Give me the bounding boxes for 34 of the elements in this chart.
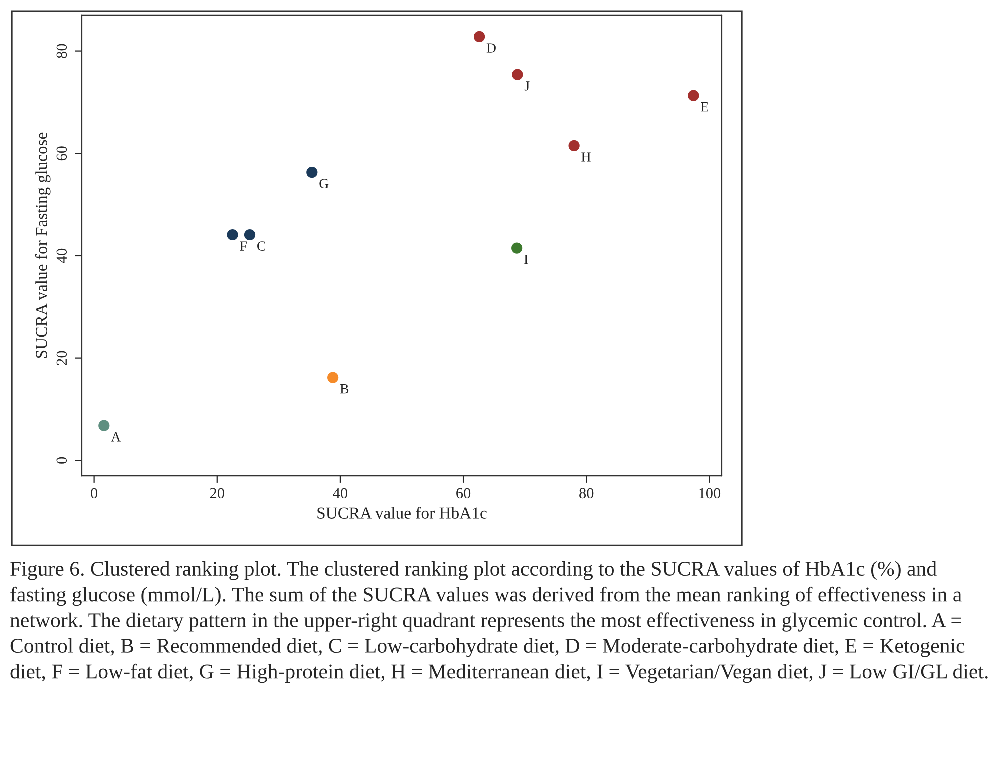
series-label: D <box>486 44 496 53</box>
series-label: C <box>258 242 266 251</box>
y-tick-label: 60 <box>56 146 68 161</box>
series-label: J <box>524 82 530 91</box>
point <box>474 31 486 43</box>
x-tick-label: 0 <box>91 488 98 499</box>
y-tick-label: 40 <box>56 248 68 264</box>
point <box>306 167 318 178</box>
point <box>98 420 110 432</box>
y-tick-label: 20 <box>56 351 68 366</box>
y-tick-label: 0 <box>56 457 68 464</box>
point <box>244 229 256 241</box>
x-tick-label: 60 <box>456 488 471 499</box>
point <box>688 90 700 102</box>
point <box>227 229 238 241</box>
series-label: H <box>582 152 591 162</box>
point <box>568 140 580 152</box>
x-tick-label: 20 <box>210 488 224 499</box>
series-label: A <box>111 432 122 442</box>
y-axis-title: SUCRA value for Fasting glucose <box>35 132 51 358</box>
series-label: I <box>524 255 528 264</box>
x-tick-label: 100 <box>700 488 721 499</box>
series-label: G <box>320 179 329 189</box>
point <box>328 372 339 384</box>
x-tick-label: 40 <box>333 488 348 499</box>
caption: Figure 6. Clustered ranking plot. The clustered ranking plot according to the SUCRA values of HbA1c (%) and fasting glucose (mmol/L). The sum of the SUCRA values was derived from the mean ranking of effectiveness in a network. The dietary pattern in the upper-right quadrant represents the most effectiveness in glycemic control. A = Control diet, B = Recommended diet, C = Low-carbohydrate diet, D = Moderate-carbohydrate diet, E = Ketogenic diet, F = Low-fat diet, G = High-protein diet, H = Mediterranean diet, I = Vegetarian/Vegan diet, J = Low GI/GL diet. <box>10 561 988 684</box>
x-tick-label: 80 <box>580 488 594 499</box>
series-label: F <box>240 242 247 251</box>
series-label: E <box>701 102 708 112</box>
x-axis-title: SUCRA value for HbA1c <box>318 507 487 519</box>
point <box>512 242 523 254</box>
series-label: B <box>340 384 349 394</box>
point <box>512 69 524 80</box>
y-tick-label: 80 <box>56 44 68 58</box>
